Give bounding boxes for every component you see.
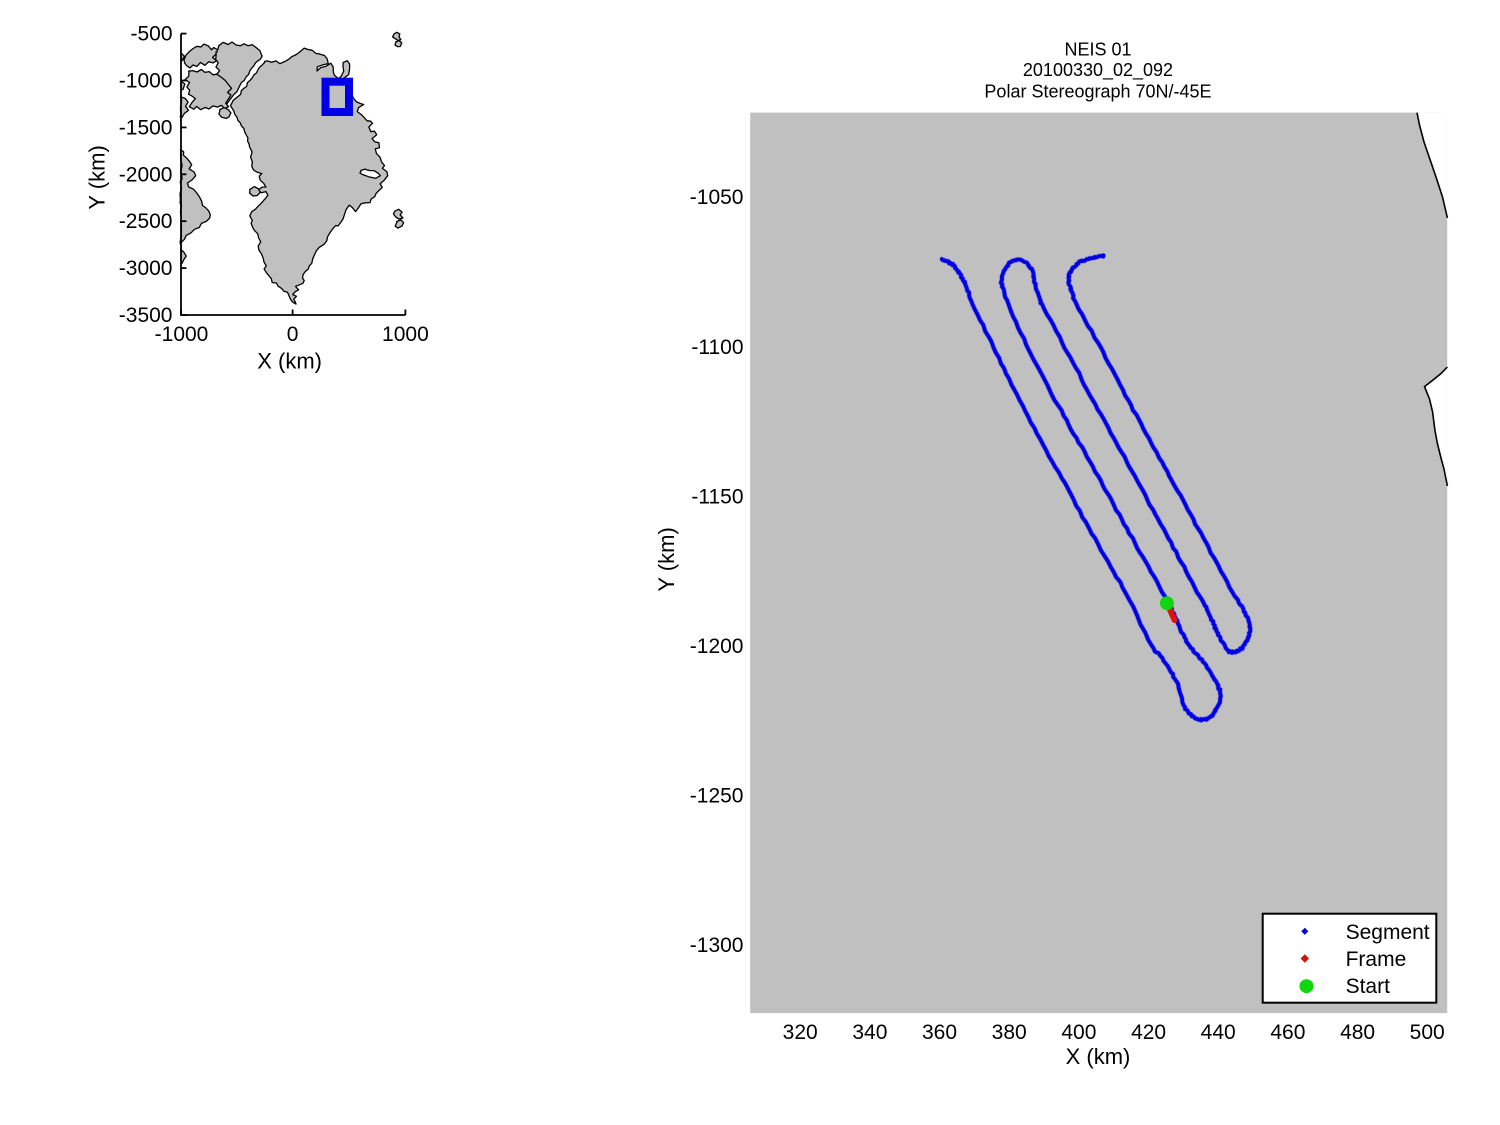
svg-text:-1300: -1300 <box>690 934 744 957</box>
svg-text:X (km): X (km) <box>257 349 322 374</box>
svg-text:Y (km): Y (km) <box>85 145 110 209</box>
svg-text:380: 380 <box>992 1021 1027 1044</box>
svg-text:Start: Start <box>1346 975 1391 998</box>
svg-text:440: 440 <box>1201 1021 1236 1044</box>
svg-text:-1500: -1500 <box>119 116 173 139</box>
svg-text:-500: -500 <box>130 23 172 46</box>
svg-text:0: 0 <box>287 323 299 346</box>
svg-text:-2000: -2000 <box>119 163 173 186</box>
svg-text:-1000: -1000 <box>155 323 209 346</box>
svg-text:-1250: -1250 <box>690 785 744 808</box>
svg-text:Polar Stereograph 70N/-45E: Polar Stereograph 70N/-45E <box>984 82 1211 102</box>
svg-text:Frame: Frame <box>1346 948 1407 971</box>
svg-text:-1000: -1000 <box>119 70 173 93</box>
svg-text:-2500: -2500 <box>119 210 173 233</box>
svg-text:-1200: -1200 <box>690 635 744 658</box>
svg-text:X (km): X (km) <box>1066 1044 1131 1069</box>
svg-text:-1050: -1050 <box>690 186 744 209</box>
svg-text:480: 480 <box>1340 1021 1375 1044</box>
svg-text:500: 500 <box>1410 1021 1445 1044</box>
svg-text:-1100: -1100 <box>691 336 743 359</box>
svg-text:20100330_02_092: 20100330_02_092 <box>1023 60 1173 81</box>
svg-text:420: 420 <box>1131 1021 1166 1044</box>
svg-text:-3500: -3500 <box>119 304 173 327</box>
svg-text:360: 360 <box>922 1021 957 1044</box>
svg-text:1000: 1000 <box>382 323 429 346</box>
svg-text:-3000: -3000 <box>119 257 173 280</box>
svg-text:460: 460 <box>1270 1021 1305 1044</box>
svg-text:NEIS 01: NEIS 01 <box>1064 40 1131 60</box>
svg-text:340: 340 <box>852 1021 887 1044</box>
svg-text:Y (km): Y (km) <box>654 527 679 591</box>
svg-text:-1150: -1150 <box>691 485 743 508</box>
svg-text:400: 400 <box>1061 1021 1096 1044</box>
svg-text:Segment: Segment <box>1346 921 1430 944</box>
svg-text:320: 320 <box>783 1021 818 1044</box>
